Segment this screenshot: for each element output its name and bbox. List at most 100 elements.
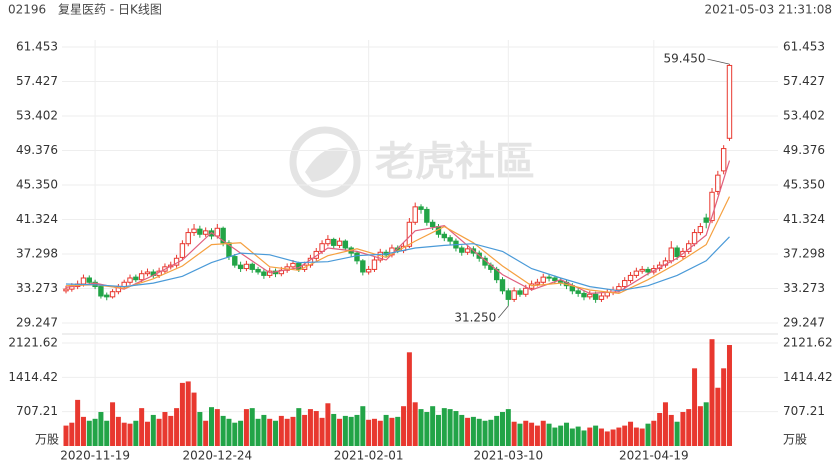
candle-body xyxy=(709,191,715,222)
chart-title: 复星医药 - 日K线图 xyxy=(58,3,162,17)
watermark-logo xyxy=(289,126,361,198)
candle-body xyxy=(144,271,151,275)
volume-bar xyxy=(302,414,308,446)
volume-bar xyxy=(313,411,319,446)
volume-bar xyxy=(662,402,668,446)
volume-bar xyxy=(692,368,698,446)
y-tick-label: 57.427 xyxy=(16,74,58,88)
volume-bar xyxy=(534,425,540,446)
annotation-label: 31.250 xyxy=(454,310,496,324)
volume-bar xyxy=(319,417,325,446)
x-tick-label: 2021-04-19 xyxy=(619,449,689,463)
candle-body xyxy=(185,232,191,245)
volume-tick-label-right: 1414.42 xyxy=(783,370,833,384)
candle-body xyxy=(517,290,523,295)
candle-body xyxy=(412,206,418,223)
volume-bar xyxy=(139,408,145,446)
candle-body xyxy=(552,277,558,282)
candle-body xyxy=(511,290,517,300)
volume-bar xyxy=(686,409,692,446)
candle-body xyxy=(697,226,704,234)
candle-body xyxy=(191,228,197,234)
volume-bar xyxy=(581,430,587,446)
candle-body xyxy=(622,280,628,288)
volume-bar xyxy=(482,420,488,446)
y-tick-label-right: 53.402 xyxy=(783,108,825,122)
candle-body xyxy=(668,247,674,262)
volume-bar xyxy=(284,418,290,446)
volume-bar xyxy=(75,399,81,446)
volume-bar xyxy=(249,408,255,446)
y-tick-label-right: 33.273 xyxy=(783,281,825,295)
volume-bar xyxy=(470,416,476,446)
volume-bar xyxy=(616,427,622,446)
volume-bar xyxy=(185,381,191,446)
candle-body xyxy=(575,290,581,294)
candle-body xyxy=(104,294,110,298)
volume-bar xyxy=(69,422,75,446)
volume-tick-label: 1414.42 xyxy=(8,370,58,384)
volume-bar xyxy=(639,428,645,446)
candle-body xyxy=(587,293,593,298)
y-tick-label: 37.298 xyxy=(16,247,58,261)
volume-bar xyxy=(331,413,337,446)
annotation-leader xyxy=(498,305,509,319)
candle-body xyxy=(546,276,552,279)
volume-bar xyxy=(156,418,162,446)
candle-body xyxy=(499,279,506,292)
candle-body xyxy=(592,293,599,300)
volume-bar xyxy=(267,418,273,446)
volume-bar xyxy=(98,412,104,446)
volume-bar xyxy=(150,414,156,446)
candle-body xyxy=(325,238,331,245)
volume-tick-label: 707.21 xyxy=(16,404,58,418)
y-tick-label-right: 49.376 xyxy=(783,143,825,157)
y-tick-label-right: 61.453 xyxy=(783,40,825,54)
volume-tick-label-right: 2121.62 xyxy=(783,336,833,350)
volume-bar xyxy=(371,418,377,446)
candle-body xyxy=(534,281,541,285)
volume-tick-label: 2121.62 xyxy=(8,336,58,350)
volume-bar xyxy=(598,428,604,446)
volume-tick-label-right: 707.21 xyxy=(783,404,825,418)
volume-bar xyxy=(558,425,564,446)
y-tick-label: 41.324 xyxy=(16,212,58,226)
candle-body xyxy=(726,64,733,139)
candle-body xyxy=(447,237,453,242)
volume-bar xyxy=(726,345,732,446)
volume-bar xyxy=(86,420,92,446)
candle-body xyxy=(523,287,529,295)
candle-body xyxy=(627,274,634,282)
volume-bar xyxy=(511,421,517,446)
volume-bar xyxy=(610,429,616,446)
volume-bar xyxy=(657,412,663,446)
volume-bar xyxy=(517,423,523,446)
candle-body xyxy=(255,268,261,273)
volume-bar xyxy=(633,427,639,446)
candle-body xyxy=(645,268,651,273)
volume-bar xyxy=(447,409,453,446)
volume-bar xyxy=(430,406,436,446)
volume-bar xyxy=(342,415,348,446)
volume-bar xyxy=(622,425,628,446)
volume-bar xyxy=(290,416,296,446)
volume-bar xyxy=(348,416,354,446)
volume-bar xyxy=(104,420,110,446)
candle-body xyxy=(109,291,116,298)
volume-bar xyxy=(168,415,174,446)
volume-bar xyxy=(197,412,203,446)
volume-bar xyxy=(680,412,686,446)
volume-bar xyxy=(418,409,424,446)
moving-average-line xyxy=(65,196,731,295)
watermark: 老虎社區 xyxy=(375,139,535,185)
volume-bar xyxy=(232,422,238,446)
candle-body xyxy=(133,276,139,281)
y-tick-label: 61.453 xyxy=(16,40,58,54)
volume-bar xyxy=(709,339,715,446)
volume-bar xyxy=(389,417,395,446)
volume-bar xyxy=(307,409,313,446)
moving-average-line xyxy=(65,236,730,292)
candle-body xyxy=(232,256,238,266)
candle-body xyxy=(86,277,92,283)
